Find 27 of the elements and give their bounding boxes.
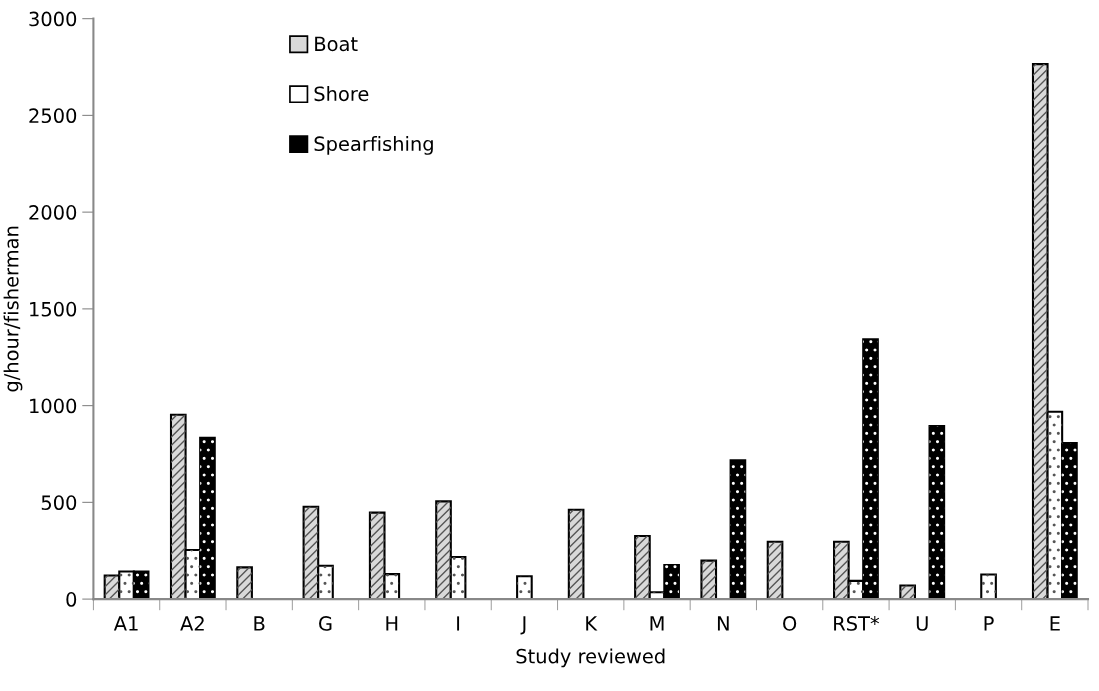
legend-label: Shore bbox=[314, 86, 369, 102]
x-tick-label: O bbox=[783, 616, 797, 631]
x-tick-label: K bbox=[586, 616, 598, 631]
y-tick-label: 500 bbox=[41, 495, 77, 511]
legend-label: Boat bbox=[315, 36, 358, 52]
x-tick-label: RST* bbox=[834, 616, 880, 631]
x-tick-label: J bbox=[520, 616, 526, 635]
y-tick-label: 2000 bbox=[29, 205, 77, 220]
x-tick-label: A1 bbox=[113, 616, 138, 631]
y-tick-label: 3000 bbox=[29, 11, 77, 27]
x-tick-label: P bbox=[984, 616, 994, 631]
x-tick-label: H bbox=[386, 616, 398, 631]
x-tick-label: N bbox=[717, 616, 729, 631]
x-tick-label: M bbox=[650, 616, 664, 631]
x-tick-label: U bbox=[916, 616, 928, 631]
legend-label: Spearfishing bbox=[314, 136, 433, 155]
x-tick-label: E bbox=[1050, 616, 1060, 631]
y-axis-title: g/hour/fisherman bbox=[3, 226, 23, 392]
y-tick-label: 1500 bbox=[30, 301, 77, 317]
y-tick-label: 0 bbox=[66, 592, 77, 607]
x-tick-label: G bbox=[319, 616, 332, 631]
x-axis-title: Study reviewed bbox=[516, 648, 665, 668]
y-tick-label: 1000 bbox=[30, 398, 77, 414]
x-tick-label: A2 bbox=[180, 616, 204, 631]
y-tick-label: 2500 bbox=[29, 108, 77, 124]
x-tick-label: I bbox=[457, 616, 460, 631]
x-tick-label: B bbox=[254, 616, 265, 631]
